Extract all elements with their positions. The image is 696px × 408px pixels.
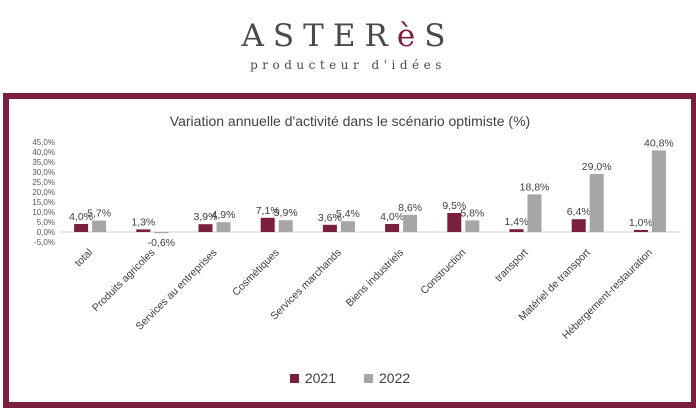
category-label: Services marchands <box>268 247 344 323</box>
bar-2022 <box>154 232 169 234</box>
bar-2021 <box>136 229 151 232</box>
bar-2021 <box>633 230 648 232</box>
data-label-2021: 6,4% <box>567 206 591 218</box>
category-label: Biens industriels <box>344 247 407 310</box>
category-label: Construction <box>418 247 468 297</box>
bar-2022 <box>527 194 542 232</box>
data-label-2021: 1,4% <box>505 216 529 228</box>
legend-label-2022: 2022 <box>379 370 411 386</box>
data-label-2021: 7,1% <box>256 205 280 217</box>
bar-2021 <box>260 217 275 232</box>
bar-chart: 45,0%40,0%35,0%30,0%25,0%20,0%15,0%10,0%… <box>32 137 681 342</box>
bar-2022 <box>216 222 231 232</box>
bar-2021 <box>322 224 337 232</box>
chart-legend: 2021 2022 <box>9 370 691 386</box>
data-label-2022: 5,8% <box>460 207 484 219</box>
data-label-2022: 4,9% <box>212 209 236 221</box>
data-label-2021: 1,0% <box>629 217 653 229</box>
y-tick-label: 5,0% <box>37 218 55 227</box>
data-label-2021: 4,0% <box>380 211 404 223</box>
data-label-2022: 18,8% <box>520 181 550 193</box>
chart-title: Variation annuelle d'activité dans le sc… <box>169 113 531 129</box>
bar-2021 <box>385 224 400 232</box>
bar-2022 <box>465 220 480 232</box>
bar-2021 <box>447 213 462 232</box>
legend-swatch-2021 <box>289 373 299 383</box>
y-tick-label: 35,0% <box>32 158 55 167</box>
bar-2021 <box>198 224 213 232</box>
legend-swatch-2022 <box>364 373 373 383</box>
bar-2022 <box>589 174 604 232</box>
bar-2022 <box>340 221 355 232</box>
bar-2022 <box>278 220 293 232</box>
data-label-2022: 5,7% <box>87 208 111 220</box>
chart-frame: Variation annuelle d'activité dans le sc… <box>3 93 696 408</box>
data-label-2022: 29,0% <box>582 161 612 173</box>
bar-2021 <box>509 229 524 232</box>
y-tick-label: 45,0% <box>32 138 55 147</box>
data-label-2021: 1,3% <box>131 216 155 228</box>
data-label-2021: 3,9% <box>194 211 218 223</box>
data-label-2022: -0,6% <box>148 237 175 249</box>
data-label-2022: 5,9% <box>274 207 298 219</box>
brand-name: ASTERèS <box>241 18 455 54</box>
data-label-2022: 8,6% <box>398 202 422 214</box>
data-label-2021: 3,6% <box>318 212 342 224</box>
category-label: total <box>73 247 96 270</box>
bar-2022 <box>92 220 107 232</box>
y-tick-label: 40,0% <box>32 148 55 157</box>
category-label: Cosmétiques <box>230 247 282 299</box>
brand-accent-letter: è <box>396 18 425 54</box>
legend-item-2022: 2022 <box>364 370 410 386</box>
bar-2022 <box>651 150 666 232</box>
data-label-2021: 9,5% <box>442 200 466 212</box>
bar-2022 <box>403 214 418 232</box>
data-label-2022: 5,4% <box>336 208 360 220</box>
legend-label-2021: 2021 <box>304 370 336 386</box>
y-tick-label: 15,0% <box>32 198 55 207</box>
data-label-2021: 4,0% <box>69 211 93 223</box>
legend-item-2021: 2021 <box>289 370 336 386</box>
category-label: transport <box>493 247 531 285</box>
y-tick-label: 25,0% <box>32 178 55 187</box>
bar-2021 <box>571 219 586 232</box>
brand-tagline: producteur d'idées <box>250 58 446 72</box>
y-tick-label: 0,0% <box>37 228 55 237</box>
bar-2021 <box>74 224 89 232</box>
y-tick-label: 20,0% <box>32 188 55 197</box>
y-tick-label: 30,0% <box>32 168 55 177</box>
y-tick-label: -5,0% <box>34 238 55 247</box>
category-label: Produits agricoles <box>90 247 158 315</box>
brand-logo: ASTERèS producteur d'idées <box>0 0 696 90</box>
y-tick-label: 10,0% <box>32 208 55 217</box>
data-label-2022: 40,8% <box>644 137 674 149</box>
